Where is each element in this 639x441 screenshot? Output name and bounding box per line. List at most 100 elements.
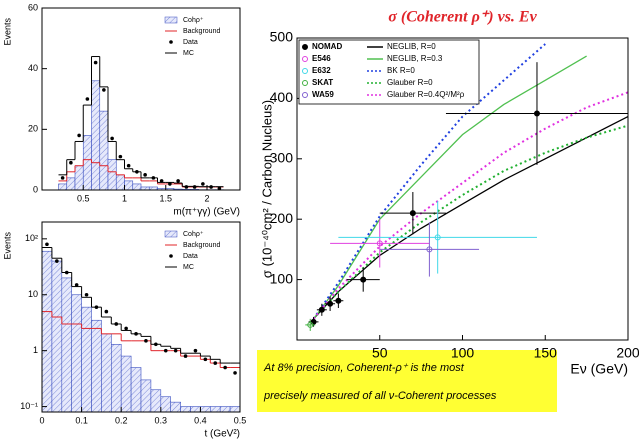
data-point xyxy=(360,276,367,283)
hist-bar xyxy=(190,406,201,413)
x-tick-label: 0.5 xyxy=(77,193,90,203)
legend-swatch xyxy=(169,40,173,44)
legend-swatch xyxy=(302,80,308,86)
legend-label: BK R=0 xyxy=(387,66,415,75)
legend-label: Background xyxy=(183,28,220,35)
hist-bar xyxy=(160,396,172,413)
x-tick-label: 1.5 xyxy=(159,193,172,203)
y-tick-label: 60 xyxy=(28,2,38,12)
hist-bar xyxy=(219,406,231,413)
data-point xyxy=(434,234,441,241)
data-point xyxy=(110,136,114,141)
hist-bar xyxy=(58,183,68,191)
legend-label: WA59 xyxy=(312,90,334,99)
data-point xyxy=(144,339,148,343)
note-line: precisely measured of all ν-Coherent pro… xyxy=(263,390,497,402)
y-tick-label: 40 xyxy=(28,63,38,73)
data-point xyxy=(163,348,168,353)
chart-title: σ (Coherent ρ⁺) vs. Eν xyxy=(388,9,537,26)
data-point xyxy=(533,110,540,117)
model-curve xyxy=(312,124,629,320)
data-point xyxy=(376,240,383,247)
data-point xyxy=(124,326,128,331)
x-tick-label: 0.2 xyxy=(115,415,128,425)
legend-label: Background xyxy=(183,242,220,249)
x-tick-label: 150 xyxy=(534,345,558,361)
y-tick-label: 0 xyxy=(33,184,38,194)
data-point xyxy=(159,179,164,183)
data-point xyxy=(409,210,416,217)
y-tick-label: 20 xyxy=(28,124,38,134)
y-tick-label: 10² xyxy=(25,233,38,243)
legend-swatch xyxy=(164,230,178,238)
y-tick-label: 1 xyxy=(33,345,38,355)
legend-label: Glauber R=0 xyxy=(387,78,433,87)
data-point xyxy=(55,259,59,263)
hist-bar xyxy=(66,177,76,191)
data-point xyxy=(217,186,222,191)
data-point xyxy=(193,348,198,353)
hist-bar xyxy=(130,367,142,413)
hist-bar xyxy=(101,333,112,413)
x-tick-label: 0.4 xyxy=(194,415,207,425)
legend-label: Glauber R=0.4Q²/M²ρ xyxy=(387,90,465,99)
data-point xyxy=(104,309,109,314)
legend-label: Data xyxy=(183,253,198,260)
x-tick-label: 0.1 xyxy=(75,415,88,425)
hist-bar xyxy=(51,260,63,413)
data-point xyxy=(173,348,178,353)
data-point xyxy=(307,321,314,328)
x-tick-label: 0.3 xyxy=(155,415,168,425)
hist-bar xyxy=(107,159,117,191)
hist-bar xyxy=(61,277,72,413)
legend-label: NEGLIB, R=0.3 xyxy=(387,54,443,63)
hist-bar xyxy=(115,174,125,191)
x-tick-label: 0 xyxy=(39,415,44,425)
hist-bar xyxy=(41,250,53,413)
x-tick-label: 50 xyxy=(372,345,388,361)
legend-swatch xyxy=(302,44,308,50)
hist-bar xyxy=(71,294,82,413)
data-point xyxy=(84,292,89,297)
hist-bar xyxy=(99,110,109,191)
legend-label: MC xyxy=(183,264,194,271)
data-point xyxy=(192,185,197,189)
legend-label: Data xyxy=(183,39,198,46)
y-tick-label: 500 xyxy=(270,29,294,45)
data-point xyxy=(184,185,189,189)
hist-bar xyxy=(132,183,142,191)
model-curve xyxy=(313,55,587,320)
hist-bar xyxy=(170,401,181,413)
data-point xyxy=(327,300,334,307)
legend-label: Cohρ⁺ xyxy=(183,17,204,24)
y-axis-label: Events xyxy=(2,232,12,260)
hist-bar xyxy=(229,406,241,413)
y-tick-label: 400 xyxy=(270,89,294,105)
x-tick-label: 200 xyxy=(616,345,639,361)
legend-swatch xyxy=(169,254,173,258)
hist-bar xyxy=(210,406,221,413)
data-point xyxy=(69,160,73,165)
data-point xyxy=(85,97,90,101)
legend-label: E632 xyxy=(312,66,331,75)
x-tick-label: 0.5 xyxy=(234,415,247,425)
hist-bar xyxy=(200,406,211,413)
data-point xyxy=(223,365,227,370)
data-point xyxy=(143,173,147,177)
y-tick-label: 200 xyxy=(270,210,294,226)
legend-label: E546 xyxy=(312,54,331,63)
data-point xyxy=(126,163,131,168)
x-axis-label: Eν (GeV) xyxy=(570,361,628,377)
legend-label: SKAT xyxy=(312,78,333,87)
legend-swatch xyxy=(164,16,178,24)
hist-bar xyxy=(124,180,134,191)
hist-bar xyxy=(91,80,101,191)
hist-bar xyxy=(111,343,122,413)
y-tick-label: 10⁻¹ xyxy=(20,401,38,411)
plot-frame xyxy=(41,221,241,413)
hist-bar xyxy=(82,135,92,191)
hist-bar xyxy=(180,406,191,413)
note-line: At 8% precision, Coherent-ρ⁺ is the most xyxy=(263,362,465,374)
hist-bar xyxy=(74,165,84,191)
x-tick-label: 1 xyxy=(122,193,127,203)
